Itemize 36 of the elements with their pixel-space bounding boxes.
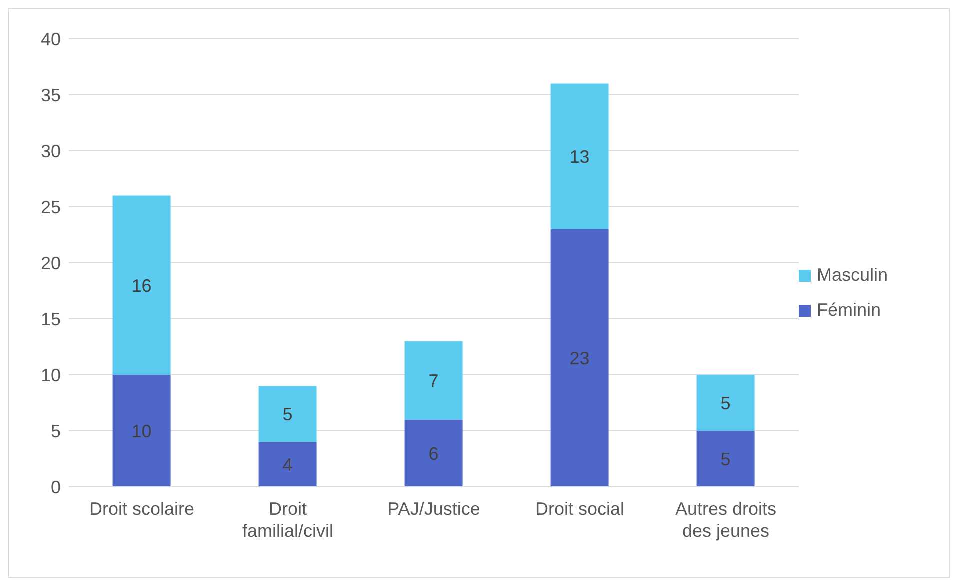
bar — [404, 420, 463, 487]
x-tick-label: Droit scolaire — [89, 499, 195, 519]
legend-label: Féminin — [817, 300, 882, 321]
y-tick-label: 10 — [40, 365, 61, 386]
bar — [112, 196, 171, 375]
bar — [550, 229, 609, 487]
x-tick-label: Droit familial/civil — [242, 499, 334, 541]
bar — [550, 84, 609, 230]
data-label: 5 — [720, 449, 731, 470]
data-label: 5 — [282, 404, 293, 425]
x-tick-label: PAJ/Justice — [388, 499, 480, 519]
bar — [696, 375, 755, 431]
y-tick-label: 0 — [50, 477, 61, 498]
data-label: 6 — [428, 444, 439, 464]
bar — [112, 375, 171, 487]
y-tick-label: 15 — [40, 309, 61, 330]
bar — [696, 431, 755, 487]
bar — [258, 386, 317, 442]
data-label: 23 — [570, 348, 590, 369]
data-label: 13 — [570, 146, 590, 167]
data-label: 10 — [132, 421, 152, 442]
data-label: 4 — [282, 454, 293, 475]
data-label: 7 — [428, 370, 439, 391]
y-tick-label: 40 — [40, 29, 61, 50]
y-tick-label: 30 — [40, 141, 61, 162]
data-label: 5 — [720, 393, 731, 414]
x-tick-label: Autres droits des jeunes — [675, 499, 777, 541]
y-tick-label: 20 — [40, 253, 61, 274]
x-tick-label: Droit social — [535, 499, 625, 519]
y-tick-label: 25 — [40, 197, 61, 218]
bar — [258, 442, 317, 487]
y-tick-label: 35 — [40, 85, 61, 106]
legend-label: Masculin — [817, 265, 888, 286]
y-tick-label: 5 — [50, 421, 61, 442]
data-label: 16 — [132, 276, 152, 296]
bar — [404, 341, 463, 420]
